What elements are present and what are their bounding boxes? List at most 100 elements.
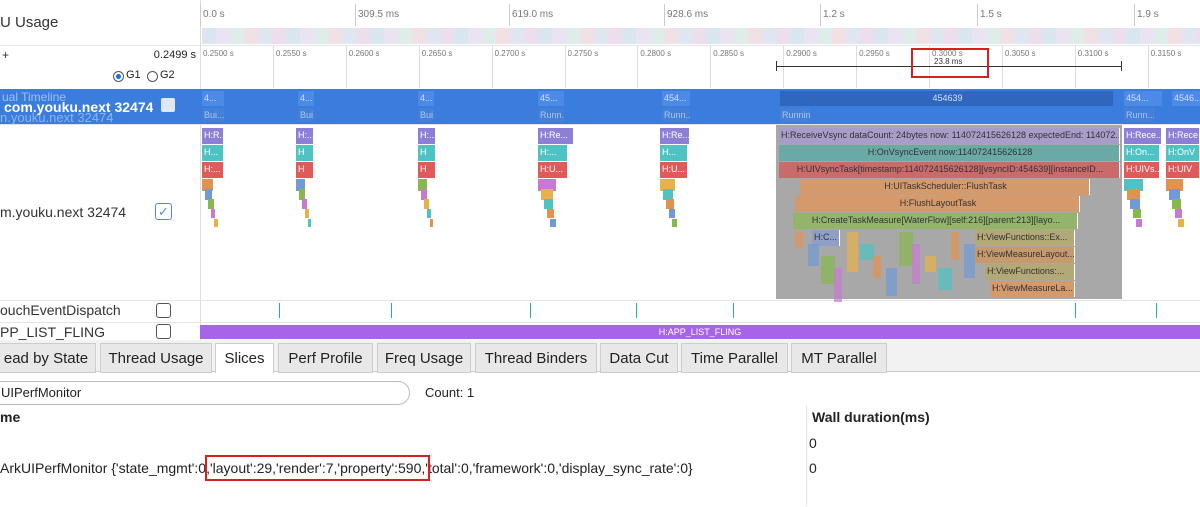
slice-fragment: [538, 179, 556, 191]
subframe-slice: Running: [780, 108, 810, 122]
usage-heat: [790, 28, 804, 44]
slice-fragment: [795, 232, 803, 248]
slice-fragment: [430, 219, 433, 227]
slice: H:OnV: [1166, 145, 1200, 161]
slice-fragment: [821, 256, 835, 284]
radio[interactable]: [113, 71, 124, 82]
slice: H:U...: [660, 162, 688, 178]
tick: [272, 46, 274, 88]
tick-label: 0.2750 s: [567, 49, 599, 58]
tick-label: 1.2 s: [823, 9, 845, 20]
usage-heat: [496, 28, 510, 44]
slice: H:R...: [202, 128, 224, 144]
tick: [491, 46, 493, 88]
radio-label: G1: [126, 69, 141, 81]
usage-heat: [846, 28, 860, 44]
tab[interactable]: Data Cut: [600, 343, 678, 373]
slice-fragment: [925, 256, 936, 272]
slice: H: [418, 162, 436, 178]
tab[interactable]: Time Parallel: [681, 343, 788, 373]
usage-heat: [258, 28, 272, 44]
checkbox[interactable]: [161, 98, 175, 112]
slice: H:C...: [812, 230, 840, 246]
slice-fragment: [912, 244, 920, 284]
measure-end: [1121, 61, 1122, 71]
tick: [564, 46, 566, 88]
usage-heat: [244, 28, 258, 44]
tab[interactable]: Thread Usage: [100, 343, 212, 373]
slice-fragment: [214, 219, 218, 227]
tab[interactable]: Perf Profile: [278, 343, 373, 373]
tick-label: 309.5 ms: [358, 9, 400, 20]
tab[interactable]: MT Parallel: [791, 343, 887, 373]
slice-fragment: [1169, 189, 1181, 200]
tick-label: 1.5 s: [980, 9, 1002, 20]
tab[interactable]: ead by State: [0, 343, 96, 373]
slice-fragment: [544, 199, 553, 209]
slice-fragment: [424, 199, 429, 209]
cell: 0: [809, 435, 817, 451]
usage-heat: [202, 28, 216, 44]
usage-heat: [314, 28, 328, 44]
slice-fragment: [427, 209, 431, 218]
checkbox[interactable]: ✓: [155, 203, 172, 220]
tab[interactable]: Freq Usage: [377, 343, 471, 373]
track-label: n.youku.next 32474: [0, 110, 114, 125]
slice-fragment: [308, 219, 311, 227]
tick-label: 0.2700 s: [494, 49, 526, 58]
tick-label: 0.2800 s: [640, 49, 672, 58]
usage-heat: [1042, 28, 1056, 44]
tick: [1001, 46, 1003, 88]
event-tick: [733, 303, 734, 318]
tab[interactable]: Slices: [215, 343, 274, 373]
track-label: U Usage: [0, 14, 59, 31]
slice: H:UIVsyncTask[timestamp:114072415626128]…: [779, 162, 1120, 178]
slice-fragment: [847, 232, 858, 272]
usage-heat: [440, 28, 454, 44]
subframe-slice: Runn...: [1124, 108, 1154, 122]
radio[interactable]: [147, 71, 158, 82]
tick: [345, 46, 347, 88]
usage-heat: [328, 28, 342, 44]
usage-heat: [300, 28, 314, 44]
measure-line: [776, 66, 1122, 67]
slice: H:Re...: [538, 128, 574, 144]
tick-label: 0.2600 s: [348, 49, 380, 58]
slice: H: [296, 162, 314, 178]
usage-heat: [468, 28, 482, 44]
slice: H:Rece: [1166, 128, 1200, 144]
checkbox[interactable]: [156, 303, 171, 318]
usage-heat: [1126, 28, 1140, 44]
usage-heat: [1182, 28, 1196, 44]
slice-fragment: [547, 209, 555, 218]
checkbox[interactable]: [156, 324, 171, 339]
slice-fragment: [1124, 179, 1143, 191]
tick: [1134, 4, 1135, 26]
slice: H:UIVs...: [1124, 162, 1160, 178]
usage-heat: [874, 28, 888, 44]
frame-slice: 4...: [202, 91, 224, 106]
usage-heat: [1098, 28, 1112, 44]
slice: H:ViewMeasureLayout...: [975, 247, 1075, 263]
slice-fragment: [666, 199, 674, 209]
track-label: com.youku.next 32474: [4, 99, 154, 115]
tick: [418, 46, 420, 88]
slice-fragment: [951, 232, 959, 260]
tick-label: 0.2950 s: [859, 49, 890, 58]
slice-fragment: [1133, 209, 1141, 218]
offset-time: 0.2499 s: [153, 49, 196, 61]
usage-heat: [902, 28, 916, 44]
cell-text: ArkUIPerfMonitor {'state_mgmt':0,: [0, 460, 210, 476]
frame-slice: 454639: [780, 91, 1113, 106]
slice-fragment: [938, 268, 952, 290]
event-tick: [391, 303, 392, 318]
tick: [509, 4, 510, 26]
usage-heat: [454, 28, 468, 44]
tab[interactable]: Thread Binders: [475, 343, 597, 373]
usage-heat: [804, 28, 818, 44]
slice-fragment: [1166, 179, 1183, 191]
measure-end: [776, 61, 777, 71]
highlighted-text: 'layout':29,'render':7,'property':590,: [204, 455, 431, 481]
search-input[interactable]: UIPerfMonitor: [0, 381, 410, 405]
tick-label: 1.9 s: [1137, 9, 1159, 20]
